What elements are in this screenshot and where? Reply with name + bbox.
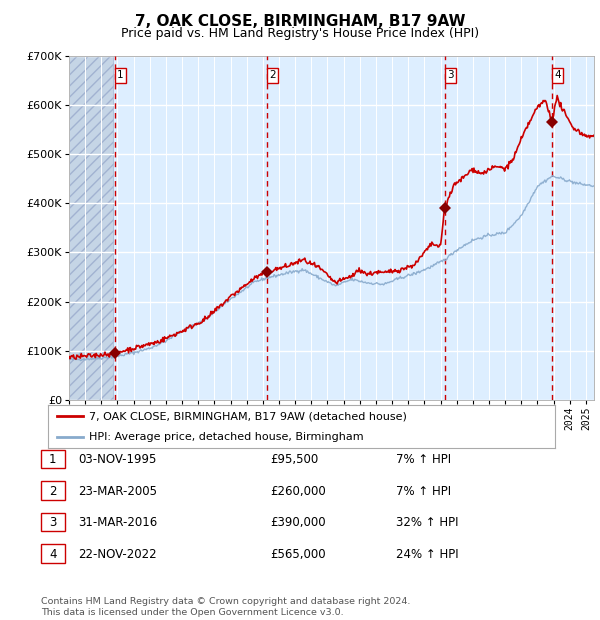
- Text: 1: 1: [117, 71, 124, 81]
- Text: 32% ↑ HPI: 32% ↑ HPI: [396, 516, 458, 529]
- Text: HPI: Average price, detached house, Birmingham: HPI: Average price, detached house, Birm…: [89, 432, 363, 442]
- Text: 2: 2: [269, 71, 275, 81]
- Text: 3: 3: [447, 71, 454, 81]
- Text: 23-MAR-2005: 23-MAR-2005: [78, 485, 157, 497]
- Text: 24% ↑ HPI: 24% ↑ HPI: [396, 548, 458, 560]
- Text: Price paid vs. HM Land Registry's House Price Index (HPI): Price paid vs. HM Land Registry's House …: [121, 27, 479, 40]
- Text: This data is licensed under the Open Government Licence v3.0.: This data is licensed under the Open Gov…: [41, 608, 343, 617]
- Text: 2: 2: [49, 485, 56, 497]
- Text: £390,000: £390,000: [270, 516, 326, 529]
- Text: 4: 4: [554, 71, 561, 81]
- Text: 3: 3: [49, 516, 56, 529]
- Text: 4: 4: [49, 548, 56, 560]
- Text: 7% ↑ HPI: 7% ↑ HPI: [396, 485, 451, 497]
- Text: £260,000: £260,000: [270, 485, 326, 497]
- Text: 7, OAK CLOSE, BIRMINGHAM, B17 9AW: 7, OAK CLOSE, BIRMINGHAM, B17 9AW: [135, 14, 465, 29]
- Text: 7% ↑ HPI: 7% ↑ HPI: [396, 453, 451, 466]
- Text: £565,000: £565,000: [270, 548, 326, 560]
- Text: Contains HM Land Registry data © Crown copyright and database right 2024.: Contains HM Land Registry data © Crown c…: [41, 597, 410, 606]
- Text: 22-NOV-2022: 22-NOV-2022: [78, 548, 157, 560]
- Text: 1: 1: [49, 453, 56, 466]
- Text: 7, OAK CLOSE, BIRMINGHAM, B17 9AW (detached house): 7, OAK CLOSE, BIRMINGHAM, B17 9AW (detac…: [89, 411, 406, 421]
- Text: 31-MAR-2016: 31-MAR-2016: [78, 516, 157, 529]
- Text: £95,500: £95,500: [270, 453, 318, 466]
- Bar: [69, 56, 113, 400]
- Text: 03-NOV-1995: 03-NOV-1995: [78, 453, 157, 466]
